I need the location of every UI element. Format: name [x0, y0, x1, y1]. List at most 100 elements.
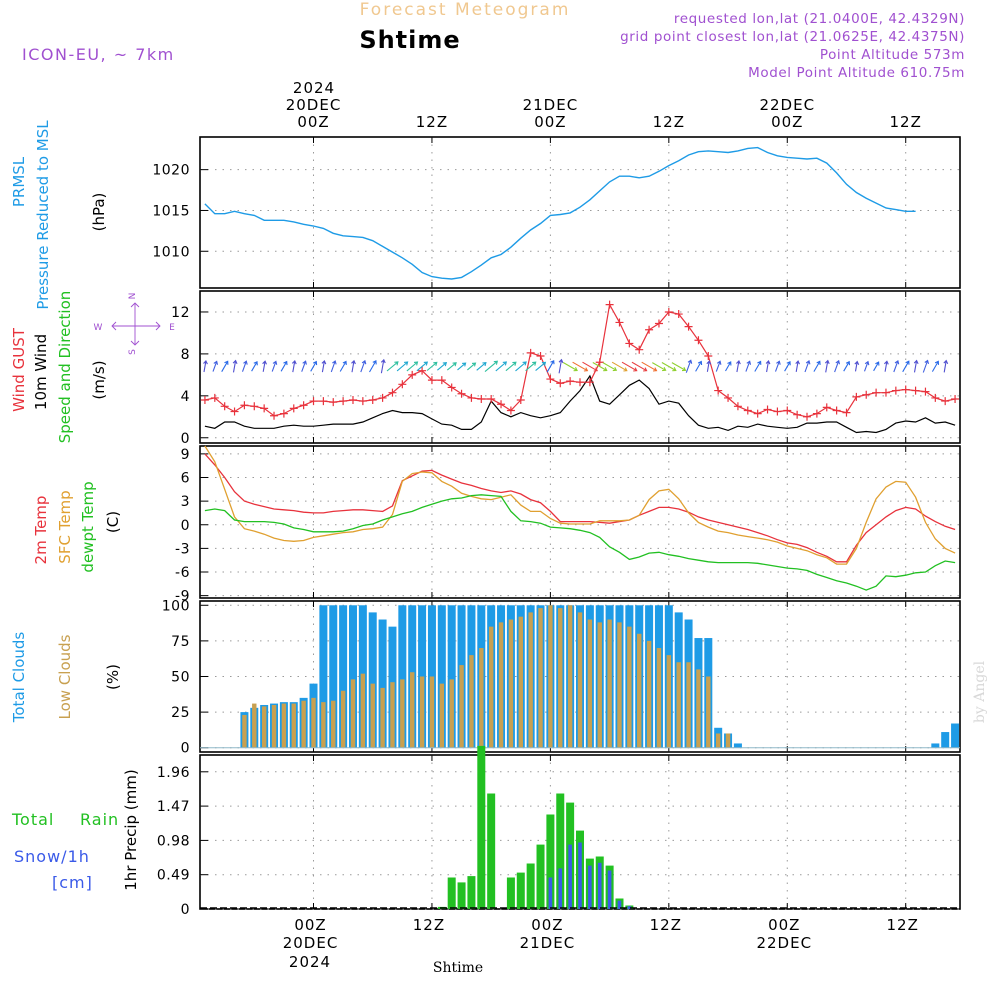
snow-bar — [558, 868, 563, 909]
wind-direction-arrow — [203, 360, 208, 373]
wind-gust-point — [348, 396, 357, 405]
wind-speed-line — [204, 374, 956, 434]
low-cloud-bar — [459, 665, 464, 748]
low-cloud-bar — [548, 605, 553, 748]
y-tick-label: 0 — [181, 902, 190, 918]
low-cloud-bar — [488, 626, 494, 748]
total-cloud-bar — [733, 743, 742, 748]
wind-gust-point — [467, 393, 476, 402]
wind-gust-point — [931, 393, 940, 402]
wind-direction-arrow — [854, 360, 860, 372]
compass-west: W — [94, 323, 103, 333]
y-tick-label: 1015 — [152, 203, 190, 219]
rain-bar — [556, 793, 565, 909]
wind-gust-line — [204, 302, 956, 418]
y-tick-label: 4 — [181, 389, 190, 405]
low-cloud-bar — [676, 662, 681, 748]
low-cloud-bar — [321, 702, 326, 748]
wind-gust-point — [279, 409, 288, 418]
low-cloud-bar — [400, 679, 405, 748]
low-cloud-bar — [607, 619, 612, 748]
wind-gust-point — [773, 407, 782, 416]
wind-direction-arrow — [834, 359, 841, 373]
wind-direction-arrow — [386, 361, 399, 372]
temp-label-unit: (C) — [104, 511, 122, 533]
temperature-panel: 2m Temp SFC Temp dewpt Temp (C) -9 -6 -3 0 3… — [32, 445, 961, 605]
wind-gust-point — [378, 393, 387, 402]
wind-direction-arrow — [339, 360, 347, 372]
compass-rose: N S W E — [94, 293, 176, 355]
wind-direction-arrow — [546, 359, 555, 373]
snow-bar — [578, 842, 582, 909]
rain-bar — [536, 844, 545, 909]
wind-gust-point — [862, 390, 871, 399]
wind-gust-point — [566, 377, 575, 386]
total-cloud-bar — [319, 605, 328, 748]
low-cloud-bar — [597, 622, 602, 748]
wind-gust-point — [951, 394, 960, 403]
wind-direction-arrow — [301, 360, 307, 372]
wind-direction-arrow — [476, 361, 487, 371]
low-cloud-bar — [439, 683, 445, 748]
total-cloud-bar — [447, 605, 456, 748]
wind-direction-arrow — [241, 360, 248, 372]
y-tick-label: 1.96 — [157, 765, 190, 781]
wind-direction-arrow — [406, 361, 419, 372]
wind-direction-arrow — [495, 361, 508, 372]
low-cloud-bar — [380, 687, 385, 748]
wind-label-gust: Wind GUST — [10, 327, 28, 412]
low-cloud-bar — [291, 703, 296, 748]
wind-direction-arrow — [505, 361, 517, 372]
top-time-label: 12Z — [653, 113, 685, 131]
wind-gust-point — [398, 380, 407, 389]
wind-direction-arrow — [572, 361, 589, 372]
wind-direction-arrow — [525, 361, 537, 372]
total-cloud-bar — [931, 743, 940, 748]
wind-gust-point — [654, 319, 663, 328]
low-cloud-bar — [340, 690, 346, 748]
total-cloud-bar — [329, 605, 338, 748]
wind-gust-point — [457, 389, 466, 398]
wind-direction-arrow — [535, 361, 547, 372]
wind-gust-point — [891, 386, 900, 395]
pressure-panel: PRMSL Pressure Reduced to MSL (hPa) 1010… — [10, 120, 961, 310]
wind-direction-arrow — [380, 358, 386, 374]
clouds-label-unit: (%) — [104, 664, 122, 690]
wind-gust-point — [418, 366, 427, 375]
compass-east: E — [169, 323, 175, 333]
low-cloud-bar — [271, 704, 277, 748]
wind-direction-arrow — [360, 359, 367, 373]
wind-gust-point — [783, 406, 792, 415]
bottom-time-label: 12Z — [413, 916, 445, 934]
wind-direction-arrow — [843, 360, 851, 372]
wind-direction-arrow — [602, 362, 618, 372]
temp-label-sfc: SFC Temp — [56, 490, 74, 563]
wind-gust-point — [368, 396, 377, 405]
rain-bar — [467, 876, 476, 909]
y-tick-label: 75 — [171, 634, 190, 650]
wind-gust-point — [684, 322, 693, 331]
total-cloud-bar — [339, 605, 348, 748]
pressure-label-unit: (hPa) — [90, 193, 108, 232]
clouds-panel: Total Clouds Low Clouds (%) 0 25 50 75 100 — [10, 598, 961, 757]
low-cloud-bar — [419, 676, 425, 748]
total-cloud-bar — [368, 612, 377, 748]
low-cloud-bar — [449, 679, 454, 748]
product-title: Forecast Meteogram — [360, 0, 571, 20]
low-cloud-bar — [538, 608, 543, 748]
wind-direction-arrow — [251, 360, 258, 372]
wind-gust-point — [408, 370, 417, 379]
y-tick-label: 0.98 — [157, 833, 190, 849]
wind-gust-point — [556, 379, 565, 388]
low-cloud-bar — [686, 662, 691, 748]
low-cloud-bar — [518, 616, 523, 748]
wind-gust-point — [941, 397, 950, 406]
low-cloud-bar — [370, 683, 375, 748]
wind-gust-point — [536, 351, 545, 360]
low-cloud-bar — [696, 669, 701, 748]
model-altitude: Model Point Altitude 610.75m — [748, 65, 965, 81]
y-tick-label: 0 — [181, 741, 190, 757]
wind-gust-point — [921, 387, 930, 396]
low-cloud-bar — [656, 648, 662, 748]
y-tick-label: 1.47 — [157, 799, 190, 815]
